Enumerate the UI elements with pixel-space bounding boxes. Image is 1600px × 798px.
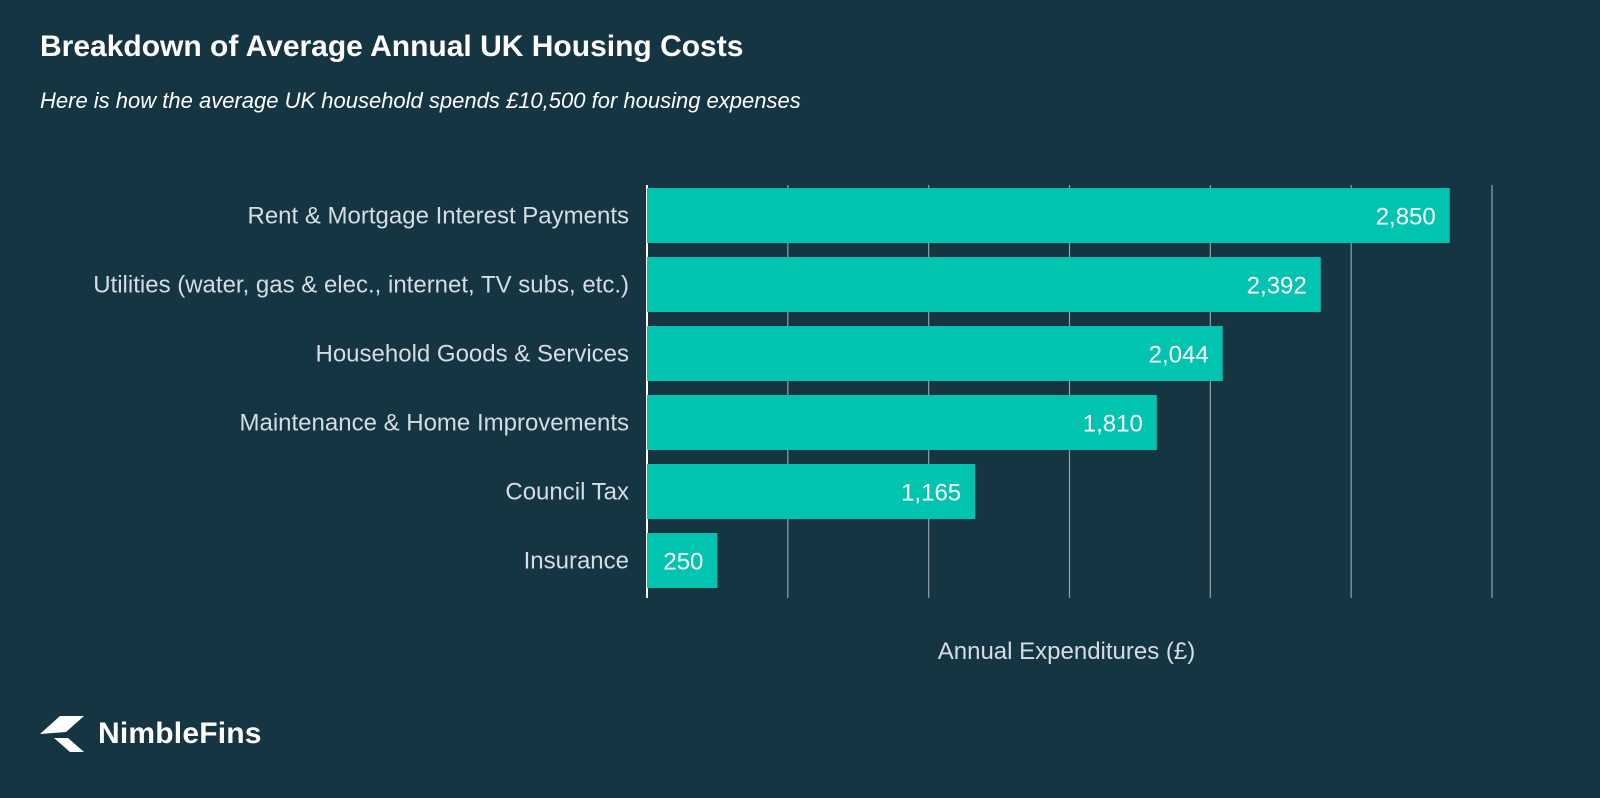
bar <box>647 257 1321 312</box>
bar <box>647 395 1157 450</box>
category-label: Maintenance & Home Improvements <box>239 410 629 437</box>
category-label: Rent & Mortgage Interest Payments <box>247 203 629 230</box>
nimblefins-logo-icon <box>40 716 84 752</box>
category-label: Utilities (water, gas & elec., internet,… <box>93 272 629 299</box>
value-label: 2,392 <box>1247 273 1307 300</box>
chart-subtitle: Here is how the average UK household spe… <box>40 88 801 113</box>
value-label: 2,044 <box>1149 342 1209 369</box>
bar <box>647 464 976 519</box>
value-label: 2,850 <box>1376 204 1436 231</box>
logo-text: NimbleFins <box>98 717 262 750</box>
category-label: Council Tax <box>505 479 629 506</box>
value-label: 250 <box>663 549 703 576</box>
nimblefins-logo: NimbleFins <box>40 716 262 752</box>
bar <box>647 533 718 588</box>
chart-title: Breakdown of Average Annual UK Housing C… <box>40 30 744 63</box>
bar <box>647 326 1223 381</box>
bar <box>647 188 1450 243</box>
value-label: 1,165 <box>901 480 961 507</box>
category-label: Household Goods & Services <box>316 341 630 368</box>
category-label: Insurance <box>524 548 629 575</box>
value-label: 1,810 <box>1083 411 1143 438</box>
x-axis-label: Annual Expenditures (£) <box>938 638 1195 665</box>
